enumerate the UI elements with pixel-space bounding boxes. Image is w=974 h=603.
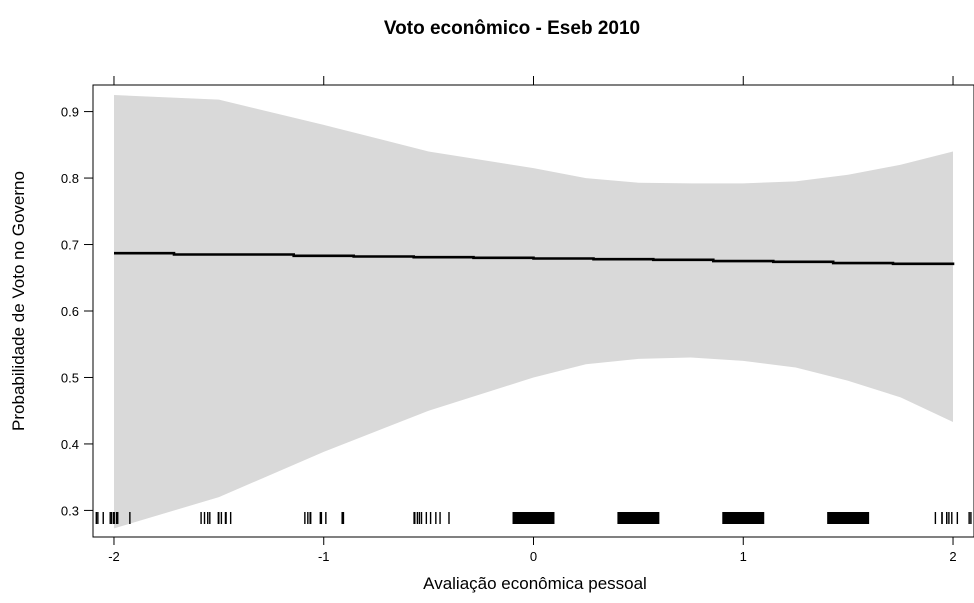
rug-mark — [722, 512, 765, 524]
fitted-line — [114, 251, 955, 266]
rug-mark — [827, 512, 870, 524]
y-tick-label: 0.4 — [61, 437, 79, 452]
y-tick-label: 0.3 — [61, 503, 79, 518]
y-axis: 0.3 0.4 0.5 0.6 0.7 0.8 0.9 — [61, 105, 93, 518]
y-tick-label: 0.9 — [61, 105, 79, 120]
x-tick-label: 2 — [949, 549, 956, 564]
chart-title: Voto econômico - Eseb 2010 — [384, 18, 640, 39]
rug-mark — [512, 512, 555, 524]
x-tick-label: -2 — [108, 549, 120, 564]
x-axis: -2 -1 0 1 2 — [108, 76, 957, 564]
series-line-layer — [114, 251, 955, 266]
y-tick-label: 0.5 — [61, 370, 79, 385]
rug-layer — [95, 512, 972, 524]
x-tick-label: -1 — [318, 549, 330, 564]
x-tick-label: 0 — [530, 549, 537, 564]
x-axis-label: Avaliação econômica pessoal — [423, 574, 647, 593]
rug-mark — [617, 512, 660, 524]
x-tick-label: 1 — [740, 549, 747, 564]
y-tick-label: 0.6 — [61, 304, 79, 319]
y-axis-label: Probabilidade de Voto no Governo — [9, 171, 28, 431]
y-tick-label: 0.8 — [61, 171, 79, 186]
confidence-band — [114, 95, 953, 529]
confidence-band-layer — [114, 95, 953, 529]
y-tick-label: 0.7 — [61, 238, 79, 253]
